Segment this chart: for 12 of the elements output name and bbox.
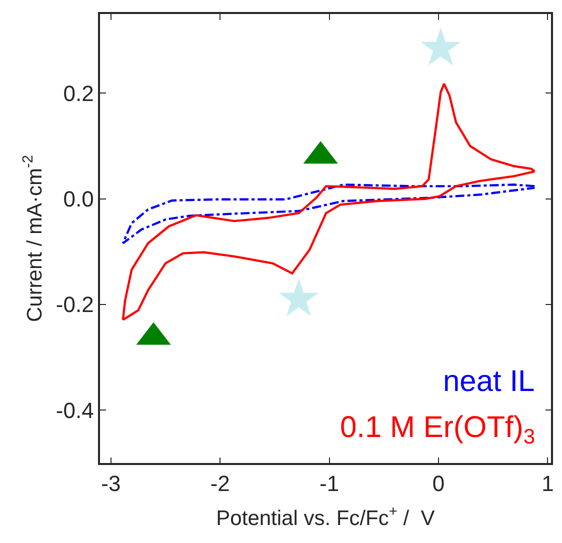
x-tick-label: -1: [320, 471, 340, 496]
y-tick-label: 0.0: [63, 186, 94, 212]
x-axis-title: Potential vs. Fc/Fc$^{+}$ / V: [216, 504, 435, 530]
text: neat IL: [443, 365, 535, 398]
y-tick-label: -0.4: [56, 398, 94, 423]
text: 0.1 M Er(OTf)$_{3}$: [340, 411, 536, 448]
x-tick-label: -3: [101, 471, 121, 496]
x-tick-label: -2: [210, 471, 230, 496]
x-tick-label: 1: [542, 471, 554, 496]
x-tick-label: 0: [432, 471, 445, 496]
y-tick-label: 0.2: [63, 80, 94, 106]
y-tick-label: -0.2: [56, 292, 94, 318]
